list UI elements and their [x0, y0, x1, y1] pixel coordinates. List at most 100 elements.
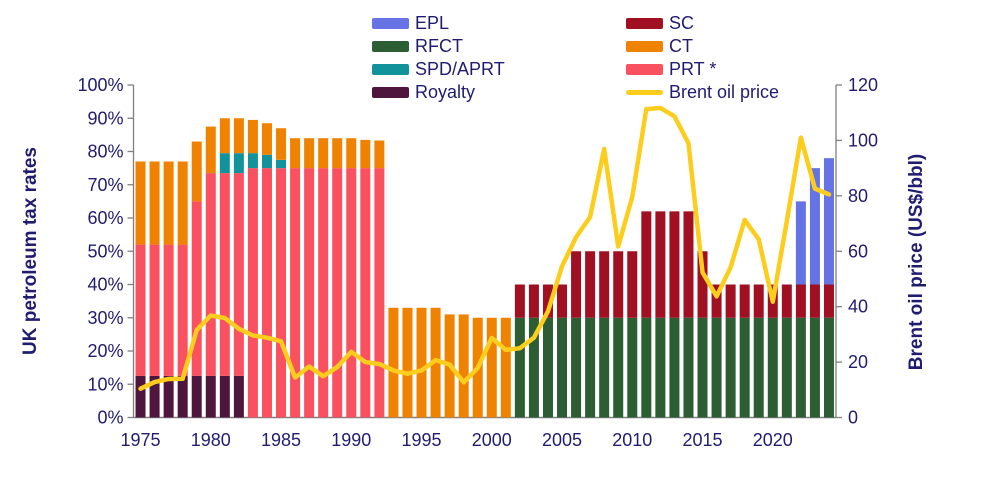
legend-item-royalty: Royalty	[372, 81, 505, 104]
bar-segment-royalty	[135, 375, 146, 418]
bar-segment-prt	[149, 244, 160, 376]
bar-segment-royalty	[149, 375, 160, 418]
bar-segment-sc	[809, 284, 820, 318]
bar-segment-ct	[332, 138, 343, 169]
legend-item-ct: CT	[626, 35, 779, 58]
bar-segment-epl	[823, 158, 834, 285]
x-axis-tick-label: 2005	[542, 430, 582, 450]
bar-segment-sc	[655, 211, 666, 318]
bar-segment-sc	[641, 211, 652, 318]
bar-segment-prt	[360, 168, 371, 418]
legend-column-2: SC CT PRT * Brent oil price	[626, 12, 779, 104]
bar-segment-rfct	[627, 317, 638, 418]
bar-segment-ct	[247, 119, 258, 154]
bar-segment-prt	[177, 244, 188, 376]
right-axis-tick-label: 120	[848, 75, 878, 95]
x-axis-tick-label: 2000	[472, 430, 512, 450]
x-axis-tick-label: 1990	[331, 430, 371, 450]
legend-swatch-royalty	[372, 87, 409, 98]
bar-segment-ct	[500, 317, 511, 418]
legend-item-epl: EPL	[372, 12, 505, 35]
bar-segment-rfct	[585, 317, 596, 418]
bar-segment-rfct	[809, 317, 820, 418]
left-axis-tick-label: 10%	[87, 374, 123, 394]
legend-column-1: EPL RFCT SPD/APRT Royalty	[372, 12, 505, 104]
bar-segment-rfct	[795, 317, 806, 418]
bar-segment-rfct	[683, 317, 694, 418]
legend-swatch-ct	[626, 41, 663, 52]
bar-segment-ct	[233, 118, 244, 154]
left-axis-tick-label: 50%	[87, 241, 123, 261]
bar-segment-ct	[360, 139, 371, 169]
bar-segment-prt	[318, 168, 329, 418]
bar-segment-ct	[261, 123, 272, 155]
bar-segment-prt	[191, 201, 202, 376]
bar-segment-sc	[711, 284, 722, 318]
legend-swatch-spd-aprt	[372, 64, 409, 75]
right-axis-title: Brent oil price (US$/bbl)	[906, 153, 927, 371]
bar-segment-spd-aprt	[219, 153, 230, 174]
x-axis-tick-label: 2020	[753, 430, 793, 450]
bar-segment-spd-aprt	[247, 153, 258, 169]
bar-segment-ct	[318, 138, 329, 169]
bar-segment-sc	[669, 211, 680, 318]
bar-segment-sc	[725, 284, 736, 318]
bar-segment-prt	[163, 244, 174, 376]
x-axis-tick-label: 2010	[612, 430, 652, 450]
legend-item-rfct: RFCT	[372, 35, 505, 58]
bar-segment-royalty	[219, 375, 230, 418]
right-axis-tick-label: 80	[848, 186, 868, 206]
left-axis-tick-label: 40%	[87, 275, 123, 295]
bar-segment-rfct	[767, 317, 778, 418]
bar-segment-rfct	[641, 317, 652, 418]
legend-label-sc: SC	[669, 13, 695, 33]
left-axis-tick-label: 100%	[77, 75, 123, 95]
left-axis-tick-label: 60%	[87, 208, 123, 228]
bar-segment-rfct	[542, 317, 553, 418]
legend-swatch-sc	[626, 18, 663, 29]
legend-swatch-prt	[626, 64, 663, 75]
bar-segment-spd-aprt	[233, 153, 244, 174]
bar-segment-rfct	[725, 317, 736, 418]
bar-segment-sc	[613, 251, 624, 318]
legend-item-prt: PRT *	[626, 58, 779, 81]
bar-segment-rfct	[823, 317, 834, 418]
bar-segment-sc	[627, 251, 638, 318]
legend-line-swatch-brent-oil-price	[626, 90, 663, 95]
bar-segment-sc	[683, 211, 694, 318]
bar-segment-rfct	[669, 317, 680, 418]
legend-label-royalty: Royalty	[415, 82, 476, 102]
bar-segment-ct	[135, 161, 146, 245]
bar-segment-sc	[542, 284, 553, 318]
bar-segment-prt	[290, 168, 301, 418]
x-axis-tick-label: 2015	[683, 430, 723, 450]
bar-segment-sc	[528, 284, 539, 318]
right-axis-tick-label: 20	[848, 352, 868, 372]
bar-segment-prt	[205, 173, 216, 376]
bar-segment-rfct	[739, 317, 750, 418]
left-axis-tick-label: 20%	[87, 341, 123, 361]
legend-label-prt: PRT *	[669, 59, 717, 79]
bar-segment-ct	[402, 307, 413, 418]
bar-segment-ct	[346, 138, 357, 169]
bar-segment-royalty	[191, 375, 202, 418]
bar-segment-prt	[374, 168, 385, 418]
left-axis-tick-label: 90%	[87, 108, 123, 128]
bar-segment-sc	[795, 284, 806, 318]
bar-segment-sc	[514, 284, 525, 318]
bar-segment-ct	[374, 140, 385, 169]
left-axis-tick-label: 30%	[87, 308, 123, 328]
bar-segment-prt	[247, 168, 258, 418]
x-axis-tick-label: 1980	[191, 430, 231, 450]
right-axis-tick-label: 40	[848, 297, 868, 317]
bar-segment-sc	[739, 284, 750, 318]
right-axis-tick-label: 100	[848, 130, 878, 150]
left-axis-tick-label: 70%	[87, 175, 123, 195]
bar-segment-prt	[135, 244, 146, 376]
right-axis-tick-label: 60	[848, 241, 868, 261]
bar-segment-ct	[205, 126, 216, 174]
right-axis-tick-label: 0	[848, 408, 858, 428]
bar-segment-ct	[219, 118, 230, 154]
